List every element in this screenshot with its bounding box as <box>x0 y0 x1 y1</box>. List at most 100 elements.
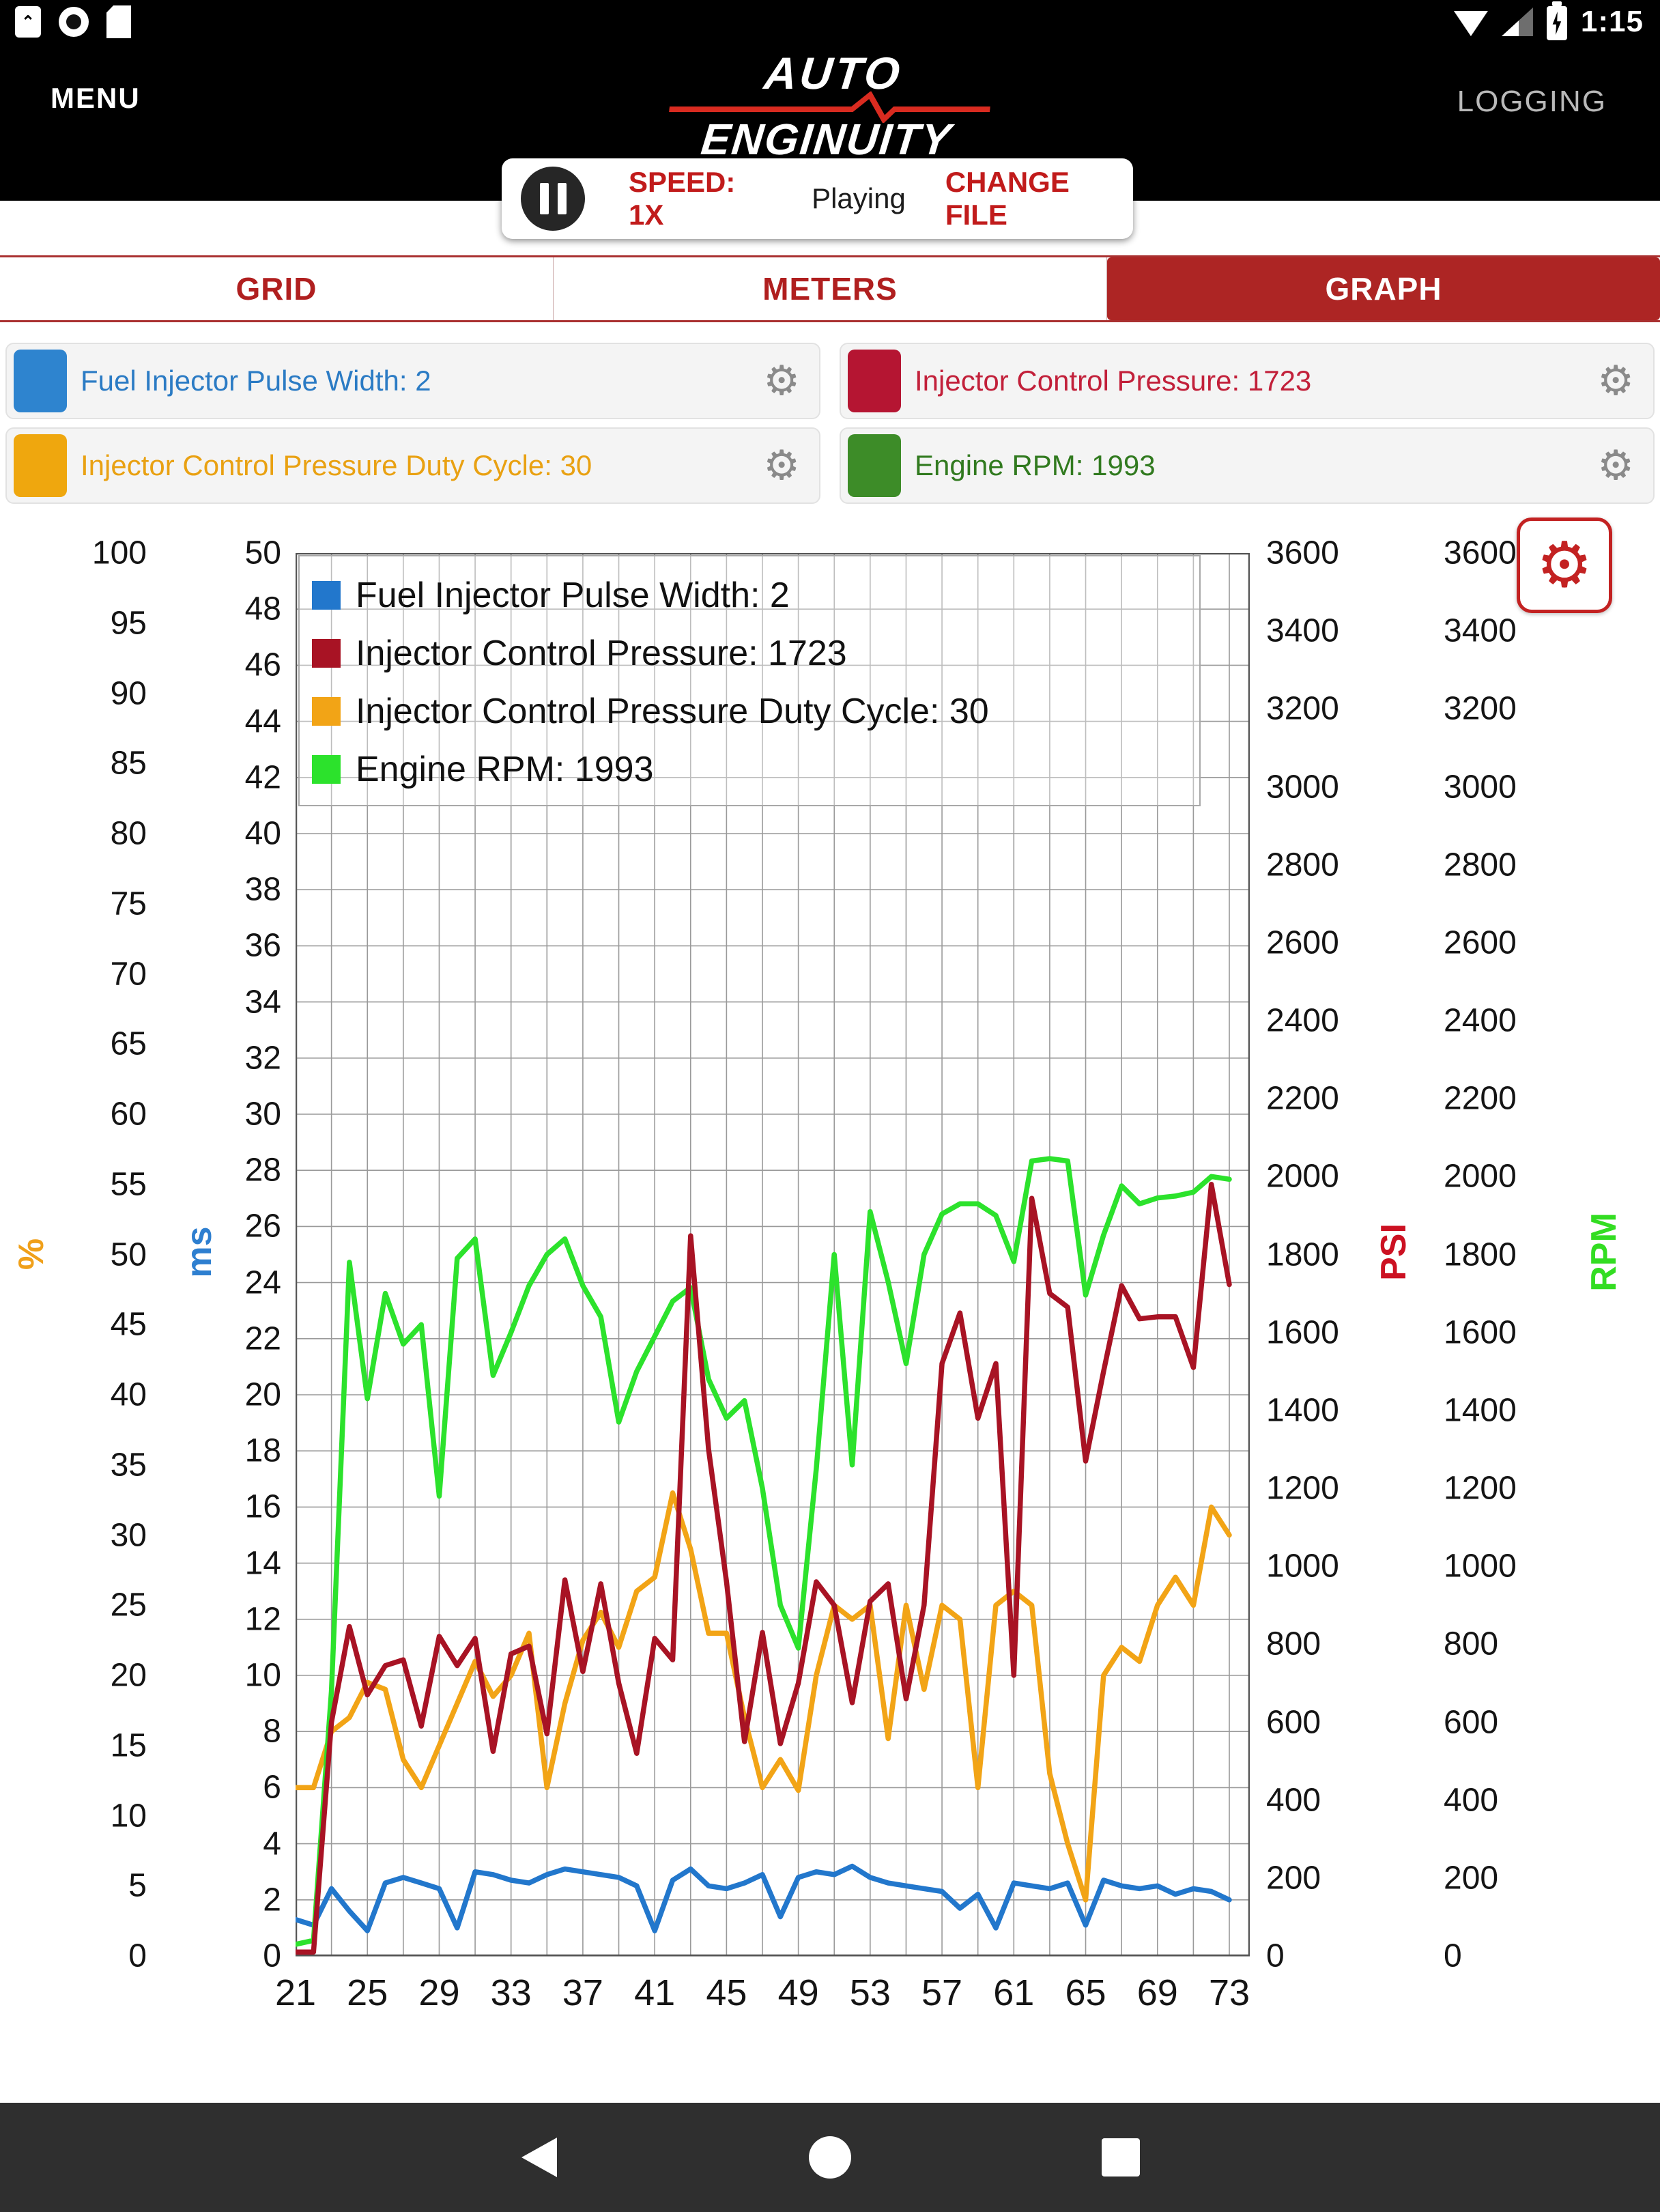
ms-tick-16: 16 <box>244 1488 281 1525</box>
pct-tick-70: 70 <box>110 956 147 992</box>
ms-tick-24: 24 <box>244 1264 281 1301</box>
psi-tick-2200: 2200 <box>1266 1080 1339 1117</box>
pct-tick-15: 15 <box>110 1727 147 1764</box>
playback-bar: SPEED: 1X Playing CHANGE FILE <box>502 158 1133 239</box>
battery-charging-icon <box>1546 1 1567 40</box>
rpm-tick-1800: 1800 <box>1444 1236 1517 1273</box>
rpm-tick-800: 800 <box>1444 1626 1499 1662</box>
circle-notification-icon <box>59 7 89 37</box>
tab-graph[interactable]: GRAPH <box>1107 257 1660 320</box>
rpm-tick-2800: 2800 <box>1444 847 1517 883</box>
rpm-tick-1000: 1000 <box>1444 1548 1517 1585</box>
rpm-tick-1400: 1400 <box>1444 1392 1517 1429</box>
parameter-label: Fuel Injector Pulse Width: 2 <box>81 365 431 397</box>
sdcard-icon <box>106 5 131 38</box>
rpm-tick-3000: 3000 <box>1444 769 1517 805</box>
pct-tick-25: 25 <box>110 1587 147 1623</box>
x-tick-57: 57 <box>921 1972 963 2013</box>
home-button[interactable] <box>809 2136 851 2179</box>
pct-tick-5: 5 <box>128 1867 147 1904</box>
parameter-card-engine-rpm: Engine RPM: 1993 ⚙ <box>840 427 1655 504</box>
pct-tick-40: 40 <box>110 1376 147 1413</box>
series-line-injector-control-pressure <box>293 1182 1232 1955</box>
tab-grid[interactable]: GRID <box>0 257 554 320</box>
pct-tick-45: 45 <box>110 1306 147 1343</box>
psi-tick-3000: 3000 <box>1266 769 1339 805</box>
percent-axis-label: % <box>12 1238 51 1271</box>
legend-item-injector-control-pressure: Injector Control Pressure: 1723 <box>312 624 1199 682</box>
parameter-label: Engine RPM: 1993 <box>915 449 1156 481</box>
parameter-card-fuel-injector-pulse-width: Fuel Injector Pulse Width: 2 ⚙ <box>5 343 820 419</box>
pct-tick-20: 20 <box>110 1657 147 1694</box>
psi-tick-1400: 1400 <box>1266 1392 1339 1429</box>
gear-icon[interactable]: ⚙ <box>763 442 800 488</box>
gear-icon[interactable]: ⚙ <box>763 358 800 403</box>
ms-tick-32: 32 <box>244 1040 281 1077</box>
rpm-tick-400: 400 <box>1444 1782 1499 1819</box>
ms-tick-36: 36 <box>244 927 281 964</box>
change-file-button[interactable]: CHANGE FILE <box>945 166 1070 231</box>
pct-tick-100: 100 <box>91 535 147 571</box>
legend-item-fuel-injector-pulse-width: Fuel Injector Pulse Width: 2 <box>312 566 1199 624</box>
tab-meters[interactable]: METERS <box>554 257 1107 320</box>
ms-tick-2: 2 <box>263 1882 281 1918</box>
android-nav-bar <box>0 2103 1660 2212</box>
x-tick-49: 49 <box>777 1972 819 2013</box>
series-line-injector-control-pressure-duty-cycle <box>293 1490 1232 1903</box>
ms-tick-40: 40 <box>244 815 281 852</box>
pct-tick-50: 50 <box>110 1236 147 1273</box>
series-color-swatch <box>848 434 901 497</box>
ms-tick-30: 30 <box>244 1096 281 1133</box>
logo-word-auto: AUTO <box>762 48 905 98</box>
psi-tick-2000: 2000 <box>1266 1158 1339 1195</box>
pct-tick-65: 65 <box>110 1025 147 1062</box>
ms-axis-label: ms <box>180 1226 219 1278</box>
ms-tick-38: 38 <box>244 871 281 908</box>
ms-tick-0: 0 <box>263 1938 281 1974</box>
series-color-swatch <box>14 350 67 412</box>
plot-canvas <box>293 552 1250 1957</box>
rpm-tick-2000: 2000 <box>1444 1158 1517 1195</box>
pct-tick-35: 35 <box>110 1447 147 1484</box>
pause-button[interactable] <box>521 167 585 231</box>
pct-tick-85: 85 <box>110 745 147 782</box>
speed-button[interactable]: SPEED: 1X <box>629 166 736 231</box>
psi-tick-3600: 3600 <box>1266 535 1339 571</box>
recents-button[interactable] <box>1102 2138 1140 2176</box>
x-tick-25: 25 <box>347 1972 388 2013</box>
cell-signal-icon <box>1501 8 1533 36</box>
x-tick-41: 41 <box>634 1972 676 2013</box>
pct-tick-10: 10 <box>110 1798 147 1834</box>
legend-swatch <box>312 754 341 784</box>
ms-tick-44: 44 <box>244 703 281 740</box>
legend-label: Injector Control Pressure: 1723 <box>356 633 847 673</box>
rpm-tick-3200: 3200 <box>1444 690 1517 727</box>
pct-tick-80: 80 <box>110 815 147 852</box>
pct-tick-60: 60 <box>110 1096 147 1133</box>
ms-tick-6: 6 <box>263 1769 281 1806</box>
rpm-tick-1600: 1600 <box>1444 1314 1517 1351</box>
series-color-swatch <box>14 434 67 497</box>
gear-icon[interactable]: ⚙ <box>1597 358 1634 403</box>
ms-tick-34: 34 <box>244 984 281 1021</box>
graph-area: 0 5 10 15 20 25 30 35 40 45 50 55 60 65 70 75 80 85 90 95 10… <box>0 507 1660 2036</box>
gear-icon[interactable]: ⚙ <box>1597 442 1634 488</box>
status-bar: ⌃ 1:15 <box>0 0 1660 42</box>
menu-button[interactable]: MENU <box>51 82 141 114</box>
ms-tick-20: 20 <box>244 1376 281 1413</box>
ms-tick-22: 22 <box>244 1320 281 1357</box>
parameter-label: Injector Control Pressure Duty Cycle: 30 <box>81 449 592 481</box>
clock: 1:15 <box>1580 5 1644 38</box>
logging-button[interactable]: LOGGING <box>1457 85 1607 118</box>
graph-settings-button[interactable]: ⚙ <box>1517 517 1612 613</box>
ms-tick-48: 48 <box>244 591 281 627</box>
ms-tick-14: 14 <box>244 1545 281 1582</box>
psi-tick-1200: 1200 <box>1266 1470 1339 1507</box>
back-button[interactable] <box>521 2138 557 2177</box>
psi-tick-1800: 1800 <box>1266 1236 1339 1273</box>
x-tick-61: 61 <box>993 1972 1035 2013</box>
legend-swatch <box>312 696 341 726</box>
legend-item-injector-control-pressure-duty-cycle: Injector Control Pressure Duty Cycle: 30 <box>312 682 1199 740</box>
psi-tick-2400: 2400 <box>1266 1002 1339 1039</box>
